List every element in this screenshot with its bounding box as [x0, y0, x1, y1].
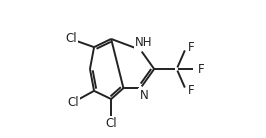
Text: NH: NH — [135, 36, 153, 49]
Text: F: F — [188, 84, 195, 97]
Text: Cl: Cl — [65, 32, 77, 45]
Text: F: F — [198, 63, 205, 75]
Text: F: F — [188, 41, 195, 54]
Text: N: N — [140, 89, 148, 102]
Text: Cl: Cl — [67, 96, 79, 109]
Text: Cl: Cl — [105, 117, 117, 130]
